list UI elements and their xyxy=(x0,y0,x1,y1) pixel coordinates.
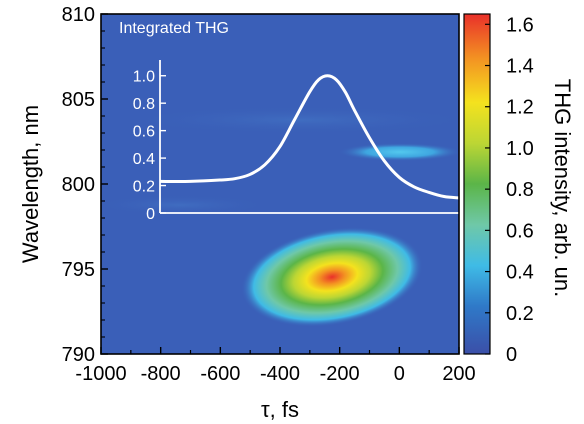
colorbar-tick-label: 1.0 xyxy=(506,138,534,160)
y-tick-label: 795 xyxy=(62,259,95,281)
inset-y-tick-label: 0 xyxy=(146,206,155,223)
inset-y-tick-label: 0.8 xyxy=(133,96,155,113)
x-tick-label: 200 xyxy=(442,363,475,385)
colorbar-tick-label: 0 xyxy=(506,344,517,366)
x-tick-label: -400 xyxy=(260,363,300,385)
y-tick-label: 810 xyxy=(62,4,95,26)
inset-y-ticks: 0 0.2 0.4 0.6 0.8 1.0 xyxy=(133,69,166,223)
colorbar-ticks: 0 0.2 0.4 0.6 0.8 1.0 1.2 1.4 1.6 xyxy=(485,14,534,366)
y-axis-label: Wavelength, nm xyxy=(18,105,43,263)
inset-y-tick-label: 0.6 xyxy=(133,124,155,141)
colorbar-tick-label: 1.6 xyxy=(506,14,534,36)
colorbar xyxy=(463,13,491,355)
colorbar-tick-label: 1.4 xyxy=(506,56,534,78)
inset-y-tick-label: 0.4 xyxy=(133,151,155,168)
x-tick-label: -800 xyxy=(141,363,181,385)
inset-panel: 0 0.2 0.4 0.6 0.8 1.0 Integrated THG xyxy=(119,20,460,223)
colorbar-tick-label: 1.2 xyxy=(506,97,534,119)
colorbar-tick-label: 0.4 xyxy=(506,262,534,284)
x-axis-label: τ, fs xyxy=(261,397,299,422)
y-tick-label: 800 xyxy=(62,174,95,196)
faint-band-left xyxy=(101,195,270,215)
x-tick-label: -600 xyxy=(200,363,240,385)
colorbar-label: THG intensity, arb. un. xyxy=(550,79,575,297)
y-tick-label: 805 xyxy=(62,89,95,111)
integrated-thg-line xyxy=(159,74,460,200)
inset-y-tick-label: 0.2 xyxy=(133,179,155,196)
main-axis-ticks: -1000 -800 -600 -400 -200 0 200 790 795 800 805 810 xyxy=(62,4,476,385)
faint-band-upper xyxy=(120,106,459,134)
secondary-band xyxy=(338,143,459,161)
colorbar-tick-label: 0.6 xyxy=(506,220,534,242)
x-tick-label: -200 xyxy=(320,363,360,385)
x-tick-label: 0 xyxy=(394,363,405,385)
inset-y-tick-label: 1.0 xyxy=(133,69,155,86)
main-peak xyxy=(241,227,423,327)
x-tick-label: -1000 xyxy=(75,363,126,385)
colorbar-tick-label: 0.2 xyxy=(506,303,534,325)
inset-title: Integrated THG xyxy=(119,20,229,37)
colorbar-tick-label: 0.8 xyxy=(506,179,534,201)
y-tick-label: 790 xyxy=(62,344,95,366)
